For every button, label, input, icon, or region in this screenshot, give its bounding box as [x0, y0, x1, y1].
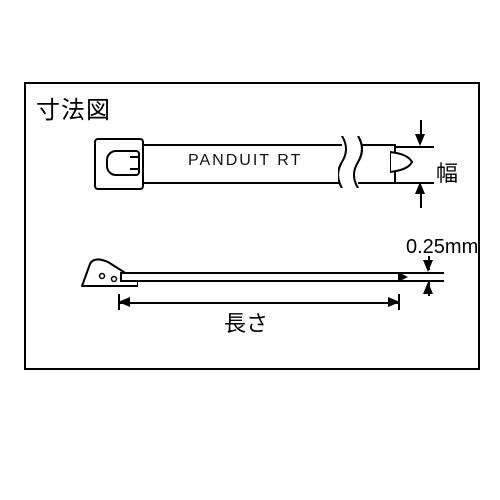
- arrow-right-icon: [388, 297, 400, 307]
- side-view: [62, 250, 442, 298]
- arrow-down-icon: [415, 134, 425, 146]
- diagram-title: 寸法図: [36, 90, 111, 125]
- thk-ext-top: [400, 272, 444, 274]
- arrow-up-icon: [415, 182, 425, 194]
- break-mark-icon: [338, 136, 364, 188]
- arrow-up-icon: [423, 282, 433, 294]
- arrow-down-icon: [423, 260, 433, 272]
- thickness-label: 0.25mm: [406, 236, 478, 259]
- width-ext-top: [394, 146, 434, 148]
- arrow-left-icon: [118, 297, 130, 307]
- length-line: [118, 302, 400, 304]
- band-tip: [390, 150, 414, 174]
- dimension-diagram: 寸法図 PANDUIT RT 幅: [0, 0, 500, 500]
- tie-head-notch: [130, 156, 140, 170]
- width-label: 幅: [436, 156, 458, 188]
- width-ext-bot: [394, 182, 434, 184]
- product-marking: PANDUIT RT: [188, 152, 302, 170]
- side-strip: [120, 272, 402, 282]
- thk-ext-bot: [400, 280, 444, 282]
- length-label: 長さ: [224, 306, 268, 338]
